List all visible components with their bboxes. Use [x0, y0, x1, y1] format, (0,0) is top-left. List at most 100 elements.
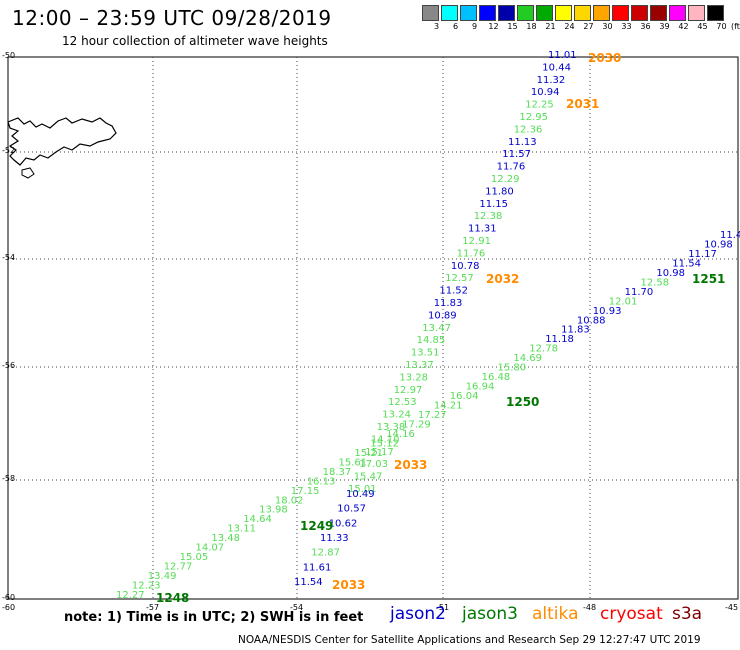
track-value-label: 14.07 — [196, 543, 225, 554]
track-value-label: 14.10 — [371, 434, 400, 445]
track-value-label: 11.54 — [294, 577, 323, 588]
scale-swatch — [441, 5, 458, 21]
track-value-label: 10.94 — [531, 87, 560, 98]
track-value-label: 14.64 — [243, 514, 272, 525]
scale-swatch — [707, 5, 724, 21]
track-value-label: 13.48 — [211, 533, 240, 544]
track-value-label: 11.33 — [320, 533, 349, 544]
track-value-label: 11.18 — [545, 334, 574, 345]
track-value-label: 10.49 — [346, 489, 375, 500]
scale-label: 30 — [602, 22, 613, 31]
scale-label: 36 — [640, 22, 651, 31]
latitude-label: -58 — [2, 474, 16, 483]
track-value-label: 12.29 — [491, 174, 520, 185]
track-value-label: 13.47 — [422, 323, 451, 334]
track-value-label: 15.61 — [339, 457, 368, 468]
track-value-label: 11.80 — [485, 186, 514, 197]
time-label: 1251 — [692, 272, 725, 286]
scale-swatch — [536, 5, 553, 21]
scale-swatch — [650, 5, 667, 21]
track-value-label: 10.89 — [428, 310, 457, 321]
scale-swatch — [574, 5, 591, 21]
track-value-label: 16.48 — [482, 372, 511, 383]
latitude-label: -52 — [2, 146, 16, 155]
track-value-label: 11.48 — [720, 230, 740, 241]
scale-label: 15 — [507, 22, 518, 31]
track-value-label: 10.57 — [337, 504, 366, 515]
track-value-label: 13.37 — [405, 360, 434, 371]
track-value-label: 11.31 — [468, 224, 497, 235]
scale-swatch — [555, 5, 572, 21]
track-value-label: 12.36 — [514, 124, 543, 135]
track-value-label: 10.44 — [542, 62, 571, 73]
scale-swatch — [422, 5, 439, 21]
track-value-label: 15.17 — [365, 447, 394, 458]
time-label: 2031 — [566, 97, 599, 111]
track-value-label: 11.61 — [303, 562, 332, 573]
longitude-label: -57 — [146, 603, 160, 612]
scale-label: 33 — [621, 22, 632, 31]
track-value-label: 15.05 — [180, 552, 209, 563]
time-label: 1248 — [156, 591, 189, 605]
track-value-label: 14.85 — [417, 335, 446, 346]
longitude-label: -60 — [2, 603, 16, 612]
track-value-label: 15.80 — [498, 363, 527, 374]
page-title: 12:00 – 23:59 UTC 09/28/2019 — [12, 6, 332, 30]
track-value-label: 17.27 — [418, 410, 447, 421]
track-value-label: 12.97 — [394, 385, 423, 396]
track-value-label: 12.87 — [311, 548, 340, 559]
track-value-label: 13.98 — [259, 505, 288, 516]
time-label: 2033 — [394, 458, 427, 472]
latitude-label: -60 — [2, 593, 16, 602]
longitude-label: -45 — [725, 603, 739, 612]
scale-label: 24 — [564, 22, 575, 31]
page-subtitle: 12 hour collection of altimeter wave hei… — [62, 34, 328, 48]
latitude-label: -56 — [2, 361, 16, 370]
scale-label: 6 — [452, 22, 459, 31]
track-value-label: 11.01 — [548, 50, 577, 61]
track-value-label: 11.17 — [688, 249, 717, 260]
footer-credit: NOAA/NESDIS Center for Satellite Applica… — [238, 634, 701, 646]
scale-swatch — [612, 5, 629, 21]
track-value-label: 10.98 — [656, 268, 685, 279]
coastline — [21, 167, 35, 179]
longitude-label: -48 — [583, 603, 597, 612]
track-value-label: 15.47 — [354, 472, 383, 483]
time-label: 1250 — [506, 395, 539, 409]
scale-label: 45 — [697, 22, 708, 31]
track-value-label: 17.03 — [359, 459, 388, 470]
scale-swatch — [688, 5, 705, 21]
track-value-label: 13.49 — [148, 571, 177, 582]
scale-label: 18 — [526, 22, 537, 31]
track-value-label: 13.24 — [382, 410, 411, 421]
track-value-label: 11.83 — [561, 325, 590, 336]
track-value-label: 16.04 — [450, 391, 479, 402]
scale-label: 21 — [545, 22, 556, 31]
time-label: 2033 — [332, 578, 365, 592]
track-value-label: 12.57 — [445, 273, 474, 284]
legend-jason2: jason2 — [390, 604, 446, 624]
longitude-label: -51 — [436, 603, 450, 612]
track-value-label: 10.98 — [704, 240, 733, 251]
legend-s3a: s3a — [672, 604, 703, 624]
track-value-label: 14.21 — [434, 401, 463, 412]
track-value-label: 11.13 — [508, 137, 537, 148]
scale-swatch — [631, 5, 648, 21]
latitude-label: -50 — [2, 51, 16, 60]
time-label: 2032 — [486, 272, 519, 286]
scale-swatch — [498, 5, 515, 21]
track-value-label: 15.01 — [348, 484, 377, 495]
longitude-label: -54 — [290, 603, 304, 612]
scale-label: 42 — [678, 22, 689, 31]
track-value-label: 11.83 — [434, 298, 463, 309]
map-grid — [7, 56, 739, 600]
track-value-label: 17.29 — [402, 420, 431, 431]
track-value-label: 12.58 — [641, 277, 670, 288]
plot-frame — [7, 56, 739, 600]
legend-cryosat: cryosat — [600, 604, 663, 624]
track-value-label: 11.52 — [439, 286, 468, 297]
legend-altika: altika — [532, 604, 579, 624]
